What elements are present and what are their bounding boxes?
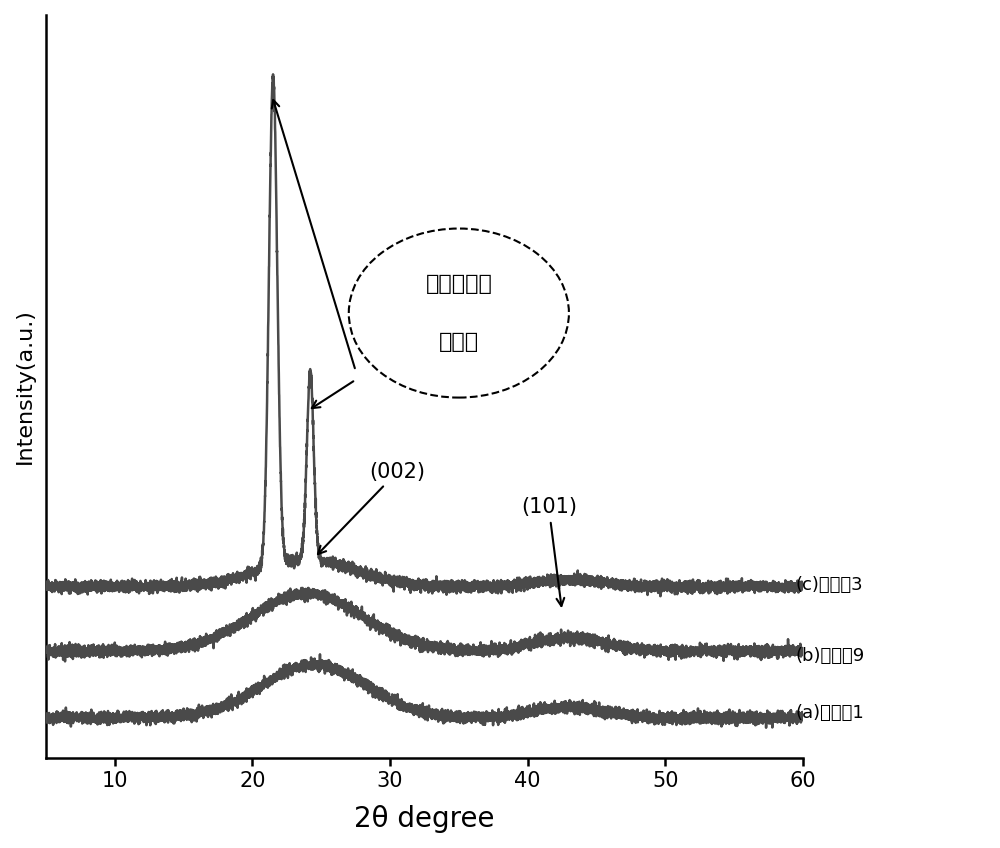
Text: (002): (002) [318, 461, 425, 554]
Text: 线性低密度: 线性低密度 [425, 274, 492, 294]
Text: (b)实施例9: (b)实施例9 [796, 646, 865, 665]
Text: (101): (101) [521, 497, 577, 606]
X-axis label: 2θ degree: 2θ degree [354, 805, 495, 833]
Text: (a)实施例1: (a)实施例1 [796, 705, 865, 722]
Text: 聚乙烯: 聚乙烯 [439, 332, 479, 352]
Y-axis label: Intensity(a.u.): Intensity(a.u.) [15, 309, 35, 465]
Text: (c)对比例3: (c)对比例3 [796, 577, 864, 594]
